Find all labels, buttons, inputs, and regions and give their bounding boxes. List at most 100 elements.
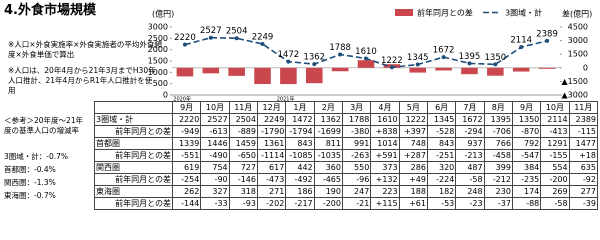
bar	[254, 67, 271, 85]
table-cell: -1035	[313, 149, 343, 162]
bar	[512, 67, 530, 72]
table-cell: +287	[398, 149, 428, 162]
table-cell: -37	[483, 197, 513, 210]
table-cell: -58	[455, 173, 485, 186]
bar	[305, 67, 323, 84]
table-cell: 619	[171, 161, 202, 174]
legend-swatch	[395, 9, 413, 16]
table-cell: +49	[398, 173, 428, 186]
table-cell: -528	[426, 125, 457, 138]
table-cell: -202	[256, 197, 287, 210]
table-row: 3圏域・計 2220 2527 2504 2249 1472 1362 1788 1610 122…	[94, 113, 599, 126]
data-label: 2527	[200, 26, 222, 36]
table-cell: 1477	[568, 137, 599, 150]
table-cell: -650	[228, 149, 258, 162]
table-cell: +838	[370, 125, 400, 138]
line-point	[545, 38, 550, 43]
bar	[538, 67, 556, 69]
table-cell: -155	[540, 149, 570, 162]
table-row: 関西圏 619 754 727 617 442 360 550 373 286 320 487 399 3…	[94, 161, 599, 174]
bar	[409, 67, 427, 73]
table-cell: 327	[200, 185, 230, 198]
header-cell: 12月	[256, 101, 287, 114]
table-cell: 811	[313, 137, 343, 150]
table-cell: 277	[568, 185, 599, 198]
table-cell: 2249	[256, 113, 287, 126]
data-label: 1362	[303, 53, 325, 63]
table-cell: -235	[511, 173, 542, 186]
header-cell: 4月	[370, 101, 400, 114]
line-point	[208, 35, 213, 40]
table-cell: 1291	[540, 137, 570, 150]
table-cell: -92	[568, 173, 599, 186]
table-cell: 262	[171, 185, 202, 198]
y-axis-label: (億円)	[152, 9, 174, 19]
table-cell: 182	[426, 185, 457, 198]
table-cell: -39	[568, 197, 599, 210]
table-cell: 1345	[426, 113, 457, 126]
row-label: 東海圏	[94, 185, 173, 198]
table-cell: -88	[511, 197, 542, 210]
table-cell: -23	[455, 197, 485, 210]
data-label: 1350	[485, 53, 507, 63]
table-cell: -551	[171, 149, 202, 162]
y-tick-label: 1500	[148, 57, 168, 66]
line-point	[493, 62, 498, 67]
line-point	[364, 56, 368, 61]
line-point	[467, 61, 472, 66]
row-label: 3圏域・計	[94, 113, 173, 126]
table-cell: 399	[483, 161, 513, 174]
header-cell: 5月	[398, 101, 428, 114]
header-cell: 7月	[455, 101, 485, 114]
table-cell: +397	[398, 125, 428, 138]
table-cell: 188	[398, 185, 428, 198]
data-label: 1610	[355, 47, 377, 57]
line-point	[389, 65, 394, 70]
line-point	[182, 42, 187, 47]
y2-tick-label: 3000	[568, 36, 588, 45]
table-cell: 1350	[511, 113, 542, 126]
table-row: 前年同月との差 -144 -33 -93 -202 -217 -200 -21 +115 +61-…	[94, 197, 599, 210]
line-point	[519, 45, 524, 50]
table-cell: 1339	[171, 137, 202, 150]
bar	[435, 67, 452, 71]
line-point	[441, 55, 446, 60]
header-cell: 11月	[228, 101, 258, 114]
table-row: 前年同月との差 -254 -90 -146 -473 -492 -465 -96 +132 +49…	[94, 173, 599, 186]
table-cell: 2389	[568, 113, 599, 126]
data-label: 2220	[174, 33, 196, 43]
table-cell: 748	[398, 137, 428, 150]
row-label: 首都圏	[94, 137, 173, 150]
bar	[487, 67, 504, 76]
header-cell: 1月	[285, 101, 315, 114]
table-cell: 937	[455, 137, 485, 150]
table-cell: -200	[313, 197, 343, 210]
table-cell: 247	[341, 185, 372, 198]
table-cell: 554	[540, 161, 570, 174]
table-cell: -294	[455, 125, 485, 138]
table-cell: 1672	[455, 113, 485, 126]
table-cell: 2504	[228, 113, 258, 126]
table-cell: -380	[341, 125, 372, 138]
table-cell: 286	[398, 161, 428, 174]
header-cell: 10月	[200, 101, 230, 114]
table-row: 前年同月との差 -551 -490 -650 -1114 -1085 -1035 -263 +5…	[94, 149, 599, 162]
y2-tick-label: ▲3000	[561, 91, 588, 100]
y-tick-label: 1000	[148, 68, 168, 77]
bar	[357, 60, 375, 68]
header-cell: 9月	[511, 101, 542, 114]
table-cell: -870	[511, 125, 542, 138]
table-cell: -1699	[313, 125, 343, 138]
table-cell: -90	[200, 173, 230, 186]
table-cell: -212	[483, 173, 513, 186]
line-point	[415, 62, 420, 67]
table-cell: -458	[483, 149, 513, 162]
reference-line: 関西圏：-1.3%	[4, 178, 56, 187]
table-cell: 271	[256, 185, 287, 198]
table-cell: 318	[228, 185, 258, 198]
table-cell: -200	[540, 173, 570, 186]
table-cell: 487	[455, 161, 485, 174]
y2-tick-label: 0	[583, 63, 588, 72]
data-label: 1222	[381, 56, 403, 66]
y2-tick-label: 4500	[568, 23, 588, 32]
